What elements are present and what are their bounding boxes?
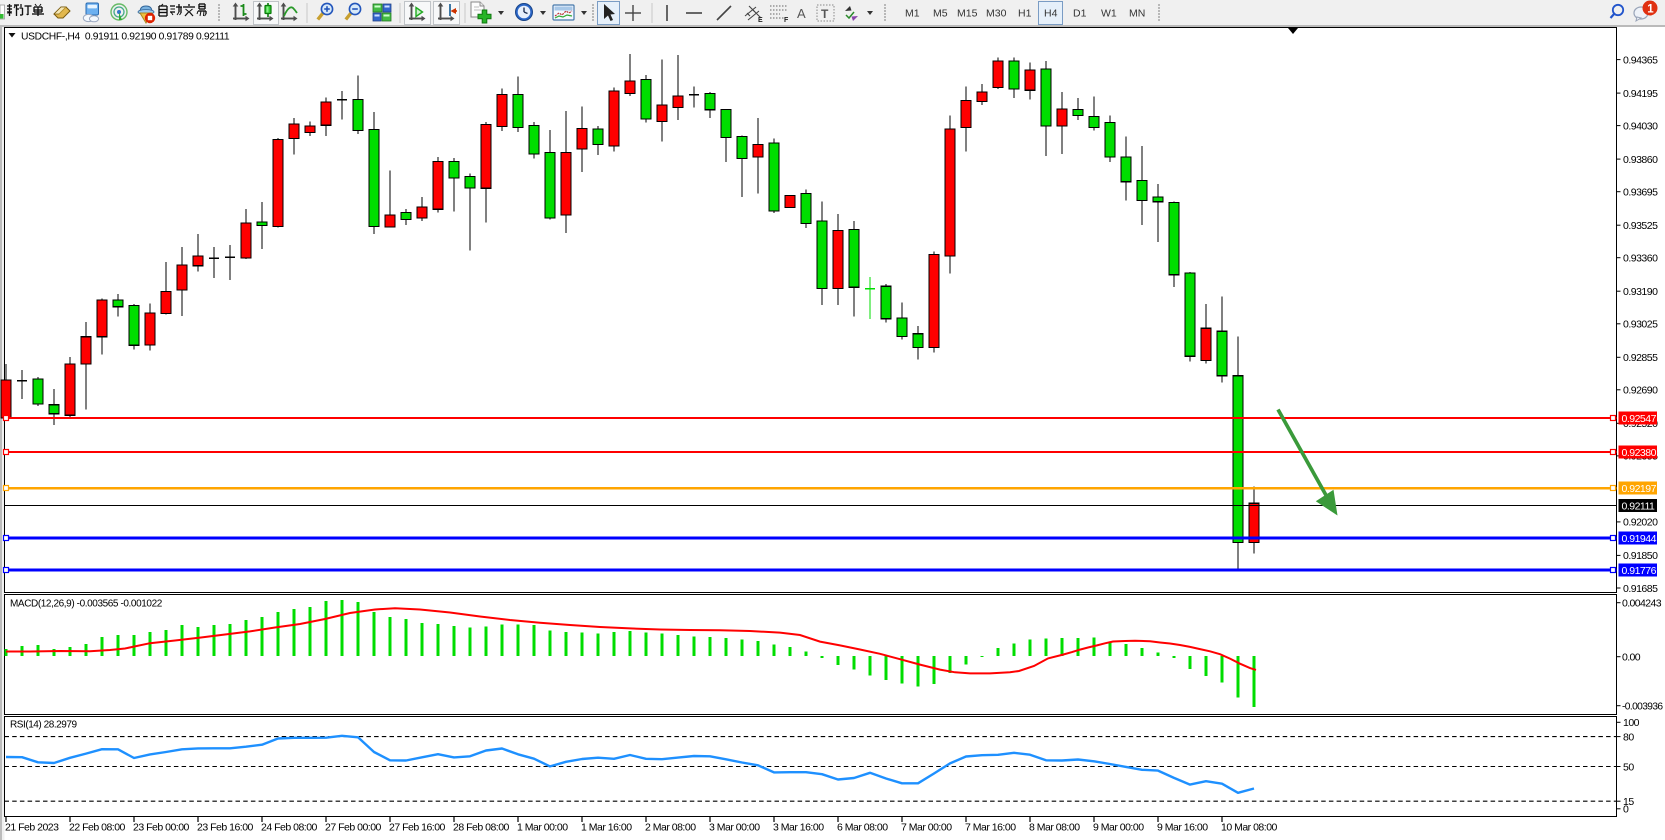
svg-text:0.92380: 0.92380 (1622, 447, 1657, 459)
svg-text:2 Mar 08:00: 2 Mar 08:00 (645, 822, 696, 834)
svg-text:0.91776: 0.91776 (1622, 565, 1657, 577)
svg-text:0.91944: 0.91944 (1622, 533, 1657, 545)
svg-text:100: 100 (1623, 717, 1640, 729)
svg-text:1 Mar 00:00: 1 Mar 00:00 (517, 822, 568, 834)
svg-text:0.93025: 0.93025 (1623, 319, 1658, 331)
svg-text:28 Feb 08:00: 28 Feb 08:00 (453, 822, 510, 834)
svg-text:W1: W1 (1101, 8, 1117, 20)
svg-text:H4: H4 (1044, 8, 1058, 20)
svg-text:7 Mar 00:00: 7 Mar 00:00 (901, 822, 952, 834)
svg-text:USDCHF-,H4 0.91911 0.92190 0.: USDCHF-,H4 0.91911 0.92190 0.91789 0.921… (21, 32, 230, 43)
svg-text:0.94195: 0.94195 (1623, 88, 1658, 100)
svg-text:A: A (797, 6, 806, 21)
svg-text:-0.003936: -0.003936 (1622, 702, 1663, 713)
svg-text:8 Mar 08:00: 8 Mar 08:00 (1029, 822, 1080, 834)
svg-text:24 Feb 08:00: 24 Feb 08:00 (261, 822, 318, 834)
svg-text:3 Mar 16:00: 3 Mar 16:00 (773, 822, 824, 834)
svg-text:H1: H1 (1018, 8, 1032, 20)
svg-text:0.91685: 0.91685 (1623, 583, 1658, 595)
svg-text:0.93360: 0.93360 (1623, 253, 1658, 265)
svg-text:10 Mar 08:00: 10 Mar 08:00 (1221, 822, 1278, 834)
svg-text:80: 80 (1623, 731, 1634, 743)
svg-text:M30: M30 (986, 8, 1007, 20)
svg-text:0.92197: 0.92197 (1622, 483, 1657, 495)
svg-text:6 Mar 08:00: 6 Mar 08:00 (837, 822, 888, 834)
svg-text:D1: D1 (1073, 8, 1087, 20)
svg-text:9 Mar 16:00: 9 Mar 16:00 (1157, 822, 1208, 834)
svg-text:23 Feb 16:00: 23 Feb 16:00 (197, 822, 254, 834)
svg-text:0.91850: 0.91850 (1623, 550, 1658, 562)
svg-text:RSI(14) 28.2979: RSI(14) 28.2979 (10, 720, 78, 731)
svg-text:21 Feb 2023: 21 Feb 2023 (5, 822, 59, 834)
svg-text:22 Feb 08:00: 22 Feb 08:00 (69, 822, 126, 834)
svg-text:7 Mar 16:00: 7 Mar 16:00 (965, 822, 1016, 834)
svg-text:E: E (758, 17, 763, 24)
svg-text:MN: MN (1129, 8, 1145, 20)
svg-text:0.93525: 0.93525 (1623, 220, 1658, 232)
svg-text:0.93695: 0.93695 (1623, 187, 1658, 199)
svg-text:3 Mar 00:00: 3 Mar 00:00 (709, 822, 760, 834)
svg-text:23 Feb 00:00: 23 Feb 00:00 (133, 822, 190, 834)
svg-text:0.94030: 0.94030 (1623, 120, 1658, 132)
svg-text:1: 1 (1647, 4, 1654, 16)
svg-text:M15: M15 (957, 8, 978, 20)
svg-text:0.92690: 0.92690 (1623, 385, 1658, 397)
svg-text:F: F (784, 17, 789, 24)
svg-text:0.93190: 0.93190 (1623, 286, 1658, 298)
svg-text:0.004243: 0.004243 (1622, 598, 1662, 610)
svg-text:0.92547: 0.92547 (1622, 413, 1657, 425)
svg-text:0.92855: 0.92855 (1623, 352, 1658, 364)
svg-text:0.94365: 0.94365 (1623, 54, 1658, 66)
svg-text:15: 15 (1623, 796, 1634, 808)
svg-text:0: 0 (1623, 804, 1629, 816)
svg-text:1 Mar 16:00: 1 Mar 16:00 (581, 822, 632, 834)
svg-text:M5: M5 (933, 8, 948, 20)
svg-text:0.92020: 0.92020 (1623, 517, 1658, 529)
svg-text:MACD(12,26,9) -0.003565 -0.001: MACD(12,26,9) -0.003565 -0.001022 (10, 599, 163, 610)
svg-text:9 Mar 00:00: 9 Mar 00:00 (1093, 822, 1144, 834)
svg-text:0.00: 0.00 (1622, 652, 1641, 664)
svg-text:M1: M1 (905, 8, 920, 20)
svg-text:0.92111: 0.92111 (1622, 500, 1656, 512)
svg-text:27 Feb 00:00: 27 Feb 00:00 (325, 822, 382, 834)
svg-text:T: T (821, 7, 829, 21)
svg-text:0.93860: 0.93860 (1623, 154, 1658, 166)
svg-text:50: 50 (1623, 761, 1634, 773)
svg-text:27 Feb 16:00: 27 Feb 16:00 (389, 822, 446, 834)
